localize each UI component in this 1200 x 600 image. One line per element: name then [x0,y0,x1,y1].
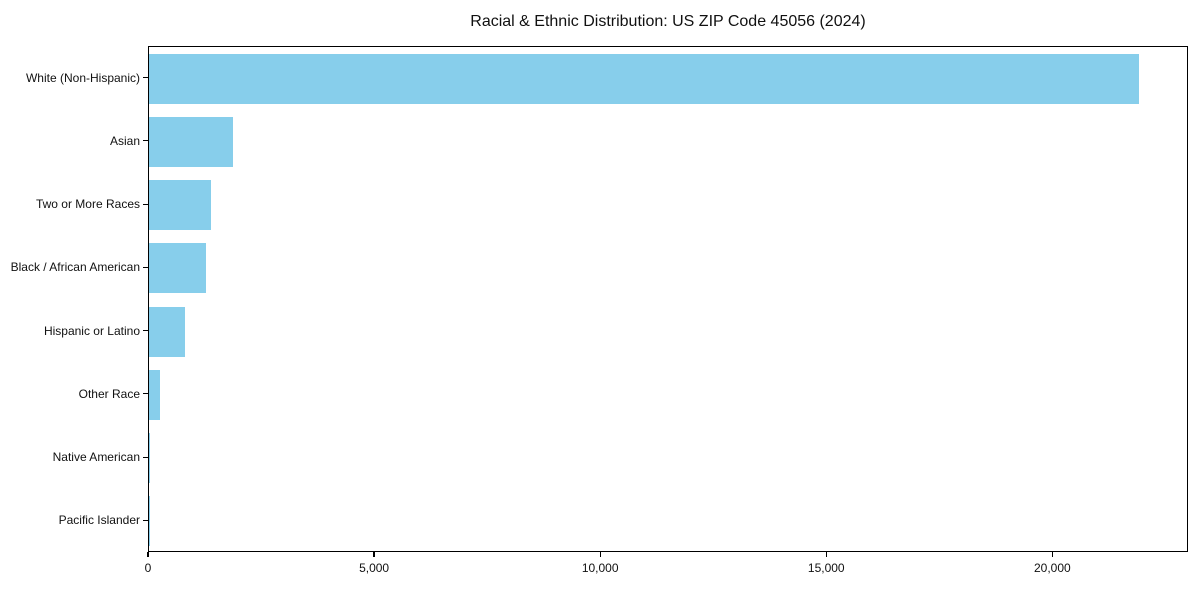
y-tick-mark [143,140,148,142]
bar-hispanic-or-latino [149,306,186,357]
y-tick-mark [143,203,148,205]
y-tick-mark [143,266,148,268]
bar-white-non-hispanic [149,53,1140,104]
y-tick-mark [143,330,148,332]
x-tick-label: 15,000 [807,561,845,575]
y-tick-mark [143,393,148,395]
x-tick-label: 0 [144,561,152,575]
x-tick-mark [1051,552,1053,557]
x-tick-mark [147,552,149,557]
bar-native-american [149,433,151,484]
chart-title: Racial & Ethnic Distribution: US ZIP Cod… [470,13,866,30]
y-tick-label: Hispanic or Latino [43,323,140,338]
y-tick-label: Two or More Races [35,197,140,212]
x-tick-label: 5,000 [359,561,390,575]
x-tick-label: 10,000 [581,561,619,575]
y-tick-label: Native American [52,450,140,465]
bar-two-or-more-races [149,180,211,231]
y-tick-mark [143,77,148,79]
bar-asian [149,116,233,167]
x-tick-mark [599,552,601,557]
x-tick-mark [373,552,375,557]
y-tick-label: Other Race [78,386,140,401]
x-tick-mark [825,552,827,557]
bar-black-african-american [149,243,206,294]
y-tick-mark [143,456,148,458]
y-tick-label: Pacific Islander [58,513,140,528]
y-tick-label: White (Non-Hispanic) [25,70,140,85]
bar-other-race [149,369,161,420]
y-tick-label: Asian [109,133,140,148]
plot-area [148,46,1188,552]
x-tick-label: 20,000 [1033,561,1071,575]
y-tick-label: Black / African American [10,260,140,275]
y-tick-mark [143,519,148,521]
